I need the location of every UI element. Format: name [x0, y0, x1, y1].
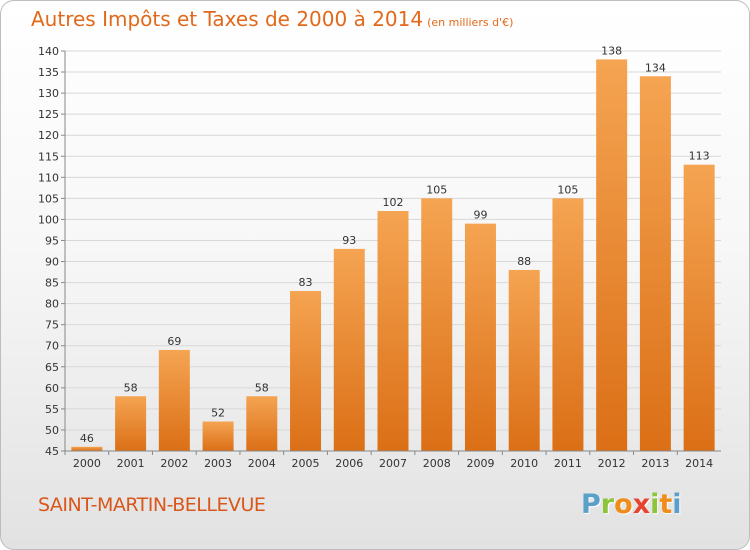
y-tick-label: 70 [45, 340, 59, 353]
x-tick-label: 2011 [554, 457, 582, 470]
commune-name: SAINT-MARTIN-BELLEVUE [38, 494, 266, 516]
bar-2000 [71, 446, 103, 451]
logo-letter: x [632, 489, 651, 520]
bar-2004 [246, 396, 278, 451]
logo-letter: i [650, 489, 660, 520]
chart-title-main: Autres Impôts et Taxes de 2000 à 2014 [31, 7, 424, 31]
logo-letter: P [581, 489, 601, 520]
bar-2006 [333, 248, 365, 451]
x-tick-label: 2013 [641, 457, 669, 470]
x-tick-label: 2005 [292, 457, 320, 470]
logo-letter: t [659, 489, 673, 520]
bar-2012 [596, 59, 628, 451]
value-label: 113 [689, 150, 710, 163]
bar-2003 [202, 421, 234, 451]
logo-letter: i [672, 489, 682, 520]
x-tick-label: 2006 [335, 457, 363, 470]
bar-2001 [115, 396, 147, 451]
bar-2014 [683, 164, 715, 451]
y-tick-label: 95 [45, 234, 59, 247]
y-tick-label: 55 [45, 403, 59, 416]
y-tick-label: 45 [45, 445, 59, 458]
value-label: 105 [557, 183, 578, 196]
value-label: 58 [255, 381, 269, 394]
proxiti-logo: Proxiti [581, 489, 682, 520]
y-tick-label: 60 [45, 382, 59, 395]
value-label: 52 [211, 407, 225, 420]
y-tick-label: 85 [45, 277, 59, 290]
y-tick-label: 115 [38, 150, 59, 163]
y-tick-label: 100 [38, 213, 59, 226]
y-tick-label: 80 [45, 298, 59, 311]
x-tick-label: 2009 [466, 457, 494, 470]
y-tick-label: 90 [45, 256, 59, 269]
bar-2009 [464, 223, 496, 451]
bar-2010 [508, 269, 540, 451]
bar-2005 [290, 291, 322, 451]
value-label: 138 [601, 44, 622, 57]
y-tick-label: 125 [38, 108, 59, 121]
y-tick-label: 140 [38, 45, 59, 58]
y-tick-label: 135 [38, 66, 59, 79]
value-label: 83 [299, 276, 313, 289]
x-tick-label: 2000 [73, 457, 101, 470]
y-tick-label: 110 [38, 171, 59, 184]
bar-2007 [377, 211, 409, 451]
value-label: 105 [426, 183, 447, 196]
bar-2002 [158, 349, 190, 451]
bar-2008 [421, 198, 453, 451]
y-tick-label: 105 [38, 192, 59, 205]
value-label: 58 [124, 381, 138, 394]
y-tick-label: 120 [38, 129, 59, 142]
x-tick-label: 2014 [685, 457, 713, 470]
y-tick-label: 65 [45, 361, 59, 374]
axes: 45 50 55 60 65 70 75 80 85 90 95 100 105 110 115 120 125… [38, 45, 721, 470]
logo-letter: o [614, 489, 633, 520]
y-tick-label: 75 [45, 319, 59, 332]
value-label: 99 [473, 209, 487, 222]
x-tick-label: 2012 [598, 457, 626, 470]
chart-title-unit: (en milliers d'€) [427, 16, 514, 29]
bar-2011 [552, 198, 584, 451]
bars [71, 59, 715, 452]
x-tick-label: 2010 [510, 457, 538, 470]
value-label: 134 [645, 61, 666, 74]
logo-letter: r [600, 489, 615, 520]
x-tick-label: 2002 [160, 457, 188, 470]
x-tick-label: 2003 [204, 457, 232, 470]
x-tick-label: 2008 [423, 457, 451, 470]
bar-2013 [639, 76, 671, 452]
value-label: 46 [80, 432, 94, 445]
value-labels: 46 58 69 52 58 83 93 102 105 99 88 105 138 134 113 [80, 44, 710, 444]
value-label: 69 [167, 335, 181, 348]
x-tick-label: 2004 [248, 457, 276, 470]
value-label: 93 [342, 234, 356, 247]
y-tick-label: 130 [38, 87, 59, 100]
x-tick-label: 2007 [379, 457, 407, 470]
chart-title: Autres Impôts et Taxes de 2000 à 2014 (en… [31, 7, 513, 31]
value-label: 88 [517, 255, 531, 268]
x-tick-label: 2001 [117, 457, 145, 470]
y-tick-label: 50 [45, 424, 59, 437]
value-label: 102 [383, 196, 404, 209]
